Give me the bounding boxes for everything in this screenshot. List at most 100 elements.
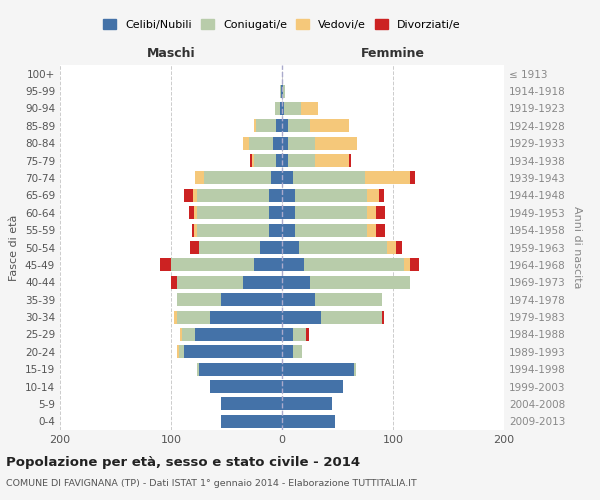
- Bar: [321, 310, 382, 324]
- Bar: [382, 310, 384, 324]
- Bar: [316, 136, 358, 149]
- Bar: [184, 189, 193, 202]
- Bar: [252, 154, 254, 167]
- Bar: [282, 346, 293, 358]
- Bar: [282, 136, 287, 149]
- Bar: [221, 293, 282, 306]
- Bar: [204, 172, 271, 184]
- Bar: [367, 206, 376, 220]
- Bar: [193, 189, 197, 202]
- Bar: [376, 224, 385, 236]
- Bar: [179, 346, 184, 358]
- Bar: [282, 362, 354, 376]
- Bar: [269, 224, 282, 236]
- Bar: [190, 241, 199, 254]
- Bar: [260, 241, 282, 254]
- Bar: [269, 206, 282, 220]
- Bar: [287, 154, 316, 167]
- Bar: [282, 415, 335, 428]
- Bar: [295, 224, 367, 236]
- Bar: [282, 328, 293, 341]
- Bar: [284, 102, 301, 115]
- Y-axis label: Anni di nascita: Anni di nascita: [572, 206, 582, 289]
- Bar: [171, 258, 254, 272]
- Legend: Celibi/Nubili, Coniugati/e, Vedovi/e, Divorziati/e: Celibi/Nubili, Coniugati/e, Vedovi/e, Di…: [100, 16, 464, 34]
- Bar: [194, 224, 197, 236]
- Bar: [388, 241, 397, 254]
- Bar: [293, 172, 365, 184]
- Bar: [282, 241, 299, 254]
- Bar: [194, 206, 197, 220]
- Bar: [283, 84, 286, 98]
- Bar: [404, 258, 410, 272]
- Bar: [410, 172, 415, 184]
- Bar: [221, 415, 282, 428]
- Bar: [299, 241, 388, 254]
- Text: COMUNE DI FAVIGNANA (TP) - Dati ISTAT 1° gennaio 2014 - Elaborazione TUTTITALIA.: COMUNE DI FAVIGNANA (TP) - Dati ISTAT 1°…: [6, 479, 417, 488]
- Bar: [176, 276, 243, 289]
- Bar: [282, 276, 310, 289]
- Bar: [210, 380, 282, 393]
- Bar: [293, 346, 302, 358]
- Bar: [192, 224, 194, 236]
- Bar: [287, 120, 310, 132]
- Bar: [197, 206, 269, 220]
- Bar: [316, 293, 382, 306]
- Bar: [180, 328, 182, 341]
- Bar: [365, 172, 410, 184]
- Bar: [310, 120, 349, 132]
- Bar: [282, 398, 332, 410]
- Bar: [379, 189, 384, 202]
- Bar: [282, 102, 284, 115]
- Bar: [269, 189, 282, 202]
- Bar: [176, 346, 179, 358]
- Bar: [196, 172, 204, 184]
- Bar: [221, 398, 282, 410]
- Y-axis label: Fasce di età: Fasce di età: [10, 214, 19, 280]
- Bar: [280, 84, 281, 98]
- Bar: [171, 276, 176, 289]
- Bar: [410, 258, 419, 272]
- Bar: [310, 276, 410, 289]
- Bar: [301, 102, 317, 115]
- Bar: [277, 154, 282, 167]
- Bar: [271, 172, 282, 184]
- Bar: [199, 241, 260, 254]
- Bar: [182, 328, 196, 341]
- Bar: [196, 328, 282, 341]
- Bar: [282, 206, 295, 220]
- Bar: [295, 206, 367, 220]
- Bar: [184, 346, 282, 358]
- Bar: [256, 120, 277, 132]
- Bar: [295, 189, 367, 202]
- Bar: [282, 258, 304, 272]
- Bar: [254, 258, 282, 272]
- Bar: [249, 136, 273, 149]
- Bar: [199, 362, 282, 376]
- Bar: [287, 136, 316, 149]
- Bar: [376, 206, 385, 220]
- Bar: [282, 154, 287, 167]
- Bar: [254, 120, 256, 132]
- Bar: [210, 310, 282, 324]
- Bar: [280, 102, 282, 115]
- Bar: [243, 136, 249, 149]
- Bar: [304, 258, 404, 272]
- Bar: [277, 120, 282, 132]
- Text: Femmine: Femmine: [361, 47, 425, 60]
- Bar: [282, 293, 316, 306]
- Bar: [282, 224, 295, 236]
- Bar: [250, 154, 252, 167]
- Bar: [275, 102, 280, 115]
- Bar: [176, 310, 210, 324]
- Bar: [282, 120, 287, 132]
- Bar: [316, 154, 349, 167]
- Bar: [282, 84, 283, 98]
- Bar: [254, 154, 277, 167]
- Bar: [189, 206, 194, 220]
- Bar: [367, 189, 379, 202]
- Bar: [197, 224, 269, 236]
- Bar: [160, 258, 171, 272]
- Bar: [349, 154, 351, 167]
- Bar: [281, 84, 282, 98]
